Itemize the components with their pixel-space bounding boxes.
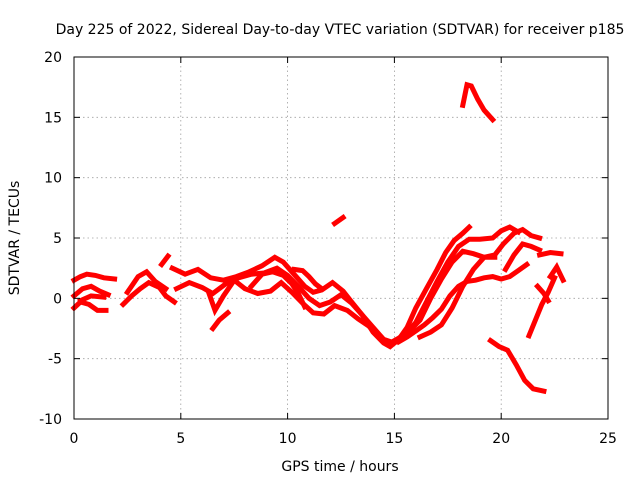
y-tick-label: -5 <box>48 352 62 368</box>
series-track-16 <box>416 254 498 341</box>
grid-lines <box>74 57 608 419</box>
series-track-13 <box>291 266 326 293</box>
x-axis-label: GPS time / hours <box>281 459 398 475</box>
axis-ticks: 0 5 10 15 20 25 -10 -5 0 5 10 15 20 <box>39 50 617 447</box>
x-tick-label: 10 <box>279 431 297 447</box>
x-tick-label: 20 <box>492 431 510 447</box>
series-track-6 <box>123 268 170 296</box>
series-track-9 <box>173 224 522 346</box>
series-track-1 <box>70 271 118 284</box>
series-track-14 <box>331 214 347 227</box>
series-track-17 <box>459 81 497 124</box>
series-track-18 <box>487 337 547 395</box>
y-tick-label: 15 <box>44 110 62 126</box>
series-track-21 <box>536 249 564 258</box>
series-track-11 <box>209 309 232 333</box>
y-tick-label: -10 <box>39 412 62 428</box>
series-track-23 <box>546 261 567 284</box>
series-track-4 <box>77 293 107 305</box>
data-series <box>70 81 567 395</box>
series-track-22 <box>533 282 552 305</box>
x-tick-label: 0 <box>70 431 79 447</box>
series-track-2 <box>70 283 112 300</box>
y-tick-label: 10 <box>44 171 62 187</box>
series-track-7 <box>158 252 172 269</box>
series-track-5 <box>119 279 178 308</box>
y-tick-label: 5 <box>53 231 62 247</box>
series-track-19 <box>502 241 543 273</box>
chart-title: Day 225 of 2022, Sidereal Day-to-day VTE… <box>56 22 625 38</box>
y-tick-label: 0 <box>53 291 62 307</box>
x-tick-label: 5 <box>176 431 185 447</box>
series-track-12 <box>247 269 309 311</box>
x-tick-label: 25 <box>599 431 617 447</box>
y-axis-label: SDTVAR / TECUs <box>7 181 23 296</box>
y-tick-label: 20 <box>44 50 62 66</box>
series-track-20 <box>525 274 558 339</box>
series-track-3 <box>70 299 109 313</box>
x-tick-label: 15 <box>385 431 403 447</box>
